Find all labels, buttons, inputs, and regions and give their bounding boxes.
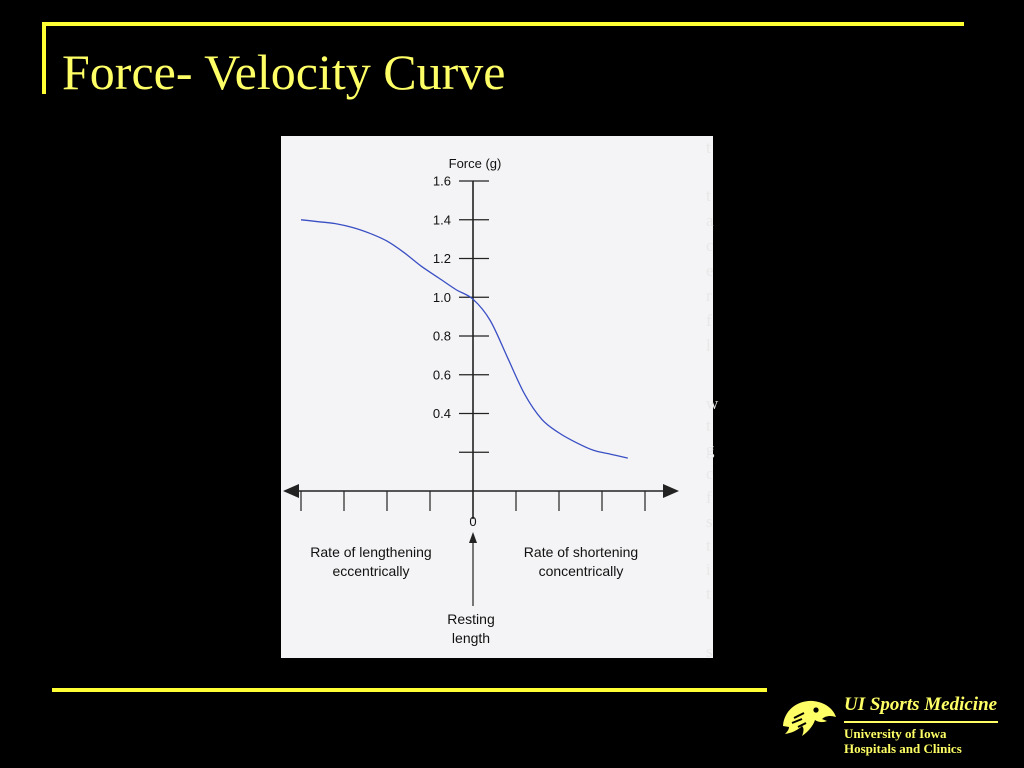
logo-org-line2: Hospitals and Clinics [844,741,962,756]
edge-letter: l [706,336,711,355]
edge-letter: f [706,311,712,330]
edge-letter: t [706,416,711,435]
edge-letter: s [706,512,713,531]
annotation-shortening-line1: Rate of shortening [524,544,638,560]
left-accent-rule [42,22,46,94]
y-tick-label: 1.0 [433,290,451,305]
edge-letter: t [706,186,711,205]
edge-letter: t [706,536,711,555]
x-axis-arrow-left [283,484,299,498]
x-origin-label: 0 [469,514,476,529]
bottom-accent-rule [52,688,767,692]
logo-brand-text: UI Sports Medicine [844,694,998,715]
edge-letter: c [706,464,714,483]
y-tick-label: 1.4 [433,212,451,227]
hawkeye-head-shape [783,700,836,736]
x-axis-arrow-right [663,484,679,498]
x-ticks [300,491,646,511]
edge-letter: c [706,236,714,255]
edge-letter: a [706,211,714,230]
annotation-resting-line1: Resting [447,611,494,627]
hawkeye-icon [783,700,836,736]
force-velocity-figure: 1.6 1.4 1.2 1.0 0.8 0.6 0.4 Force (g) 0 Rate o… [281,136,713,658]
resting-length-arrowhead [469,532,477,543]
hawkeye-feather-marks [791,712,807,728]
edge-letter: t [706,138,711,157]
chart-axes [283,181,679,519]
annotation-shortening-line2: concentrically [539,563,624,579]
edge-letter: f [706,488,712,507]
annotation-lengthening-line1: Rate of lengthening [310,544,431,560]
y-tick-label: 0.8 [433,329,451,344]
top-accent-rule [42,22,964,26]
annotation-lengthening-line2: eccentrically [332,563,409,579]
annotation-resting-length: Resting length [447,532,495,646]
edge-letter: s [706,642,713,661]
slide-title: Force- Velocity Curve [62,44,506,100]
edge-letter: t [706,584,711,603]
annotation-lengthening: Rate of lengthening eccentrically [310,544,431,579]
annotation-shortening: Rate of shortening concentrically [524,544,638,579]
force-velocity-curve [300,219,628,459]
edge-letter: r [706,286,712,305]
edge-letter: w [706,394,719,413]
y-tick-label: 1.6 [433,174,451,189]
y-tick-label: 0.4 [433,406,451,421]
annotation-resting-line2: length [452,630,490,646]
edge-letter: g [706,440,715,459]
edge-letter: e [706,261,714,280]
y-ticks: 1.6 1.4 1.2 1.0 0.8 0.6 0.4 [433,174,489,453]
logo-divider [844,721,998,723]
force-velocity-chart: 1.6 1.4 1.2 1.0 0.8 0.6 0.4 Force (g) 0 Rate o… [283,156,679,646]
y-tick-label: 1.2 [433,251,451,266]
edge-letter: i [706,560,711,579]
logo-org-line1: University of Iowa [844,726,947,741]
hawkeye-eye [813,707,819,713]
y-axis-label: Force (g) [449,156,502,171]
y-tick-label: 0.6 [433,367,451,382]
ui-sports-medicine-logo: UI Sports Medicine University of Iowa Ho… [780,694,1000,760]
